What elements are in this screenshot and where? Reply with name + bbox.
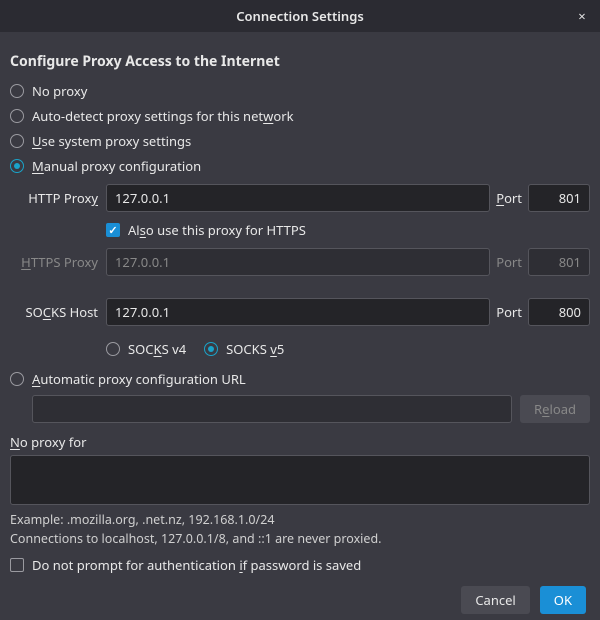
radio-icon xyxy=(10,159,24,173)
radio-label: Automatic proxy configuration URL xyxy=(32,370,246,388)
http-proxy-row: HTTP Proxy Port xyxy=(10,184,590,212)
ok-button[interactable]: OK xyxy=(540,586,586,614)
titlebar: Connection Settings × xyxy=(0,0,600,32)
socks-port-input[interactable] xyxy=(528,298,590,326)
auth-prompt-checkbox-row[interactable]: Do not prompt for authentication if pass… xyxy=(10,555,590,575)
window-title: Connection Settings xyxy=(236,7,364,25)
no-proxy-block: No proxy for Example: .mozilla.org, .net… xyxy=(10,433,590,547)
no-proxy-localhost-note: Connections to localhost, 127.0.0.1/8, a… xyxy=(10,530,590,547)
radio-icon xyxy=(10,84,24,98)
close-button[interactable]: × xyxy=(572,6,592,26)
checkbox-icon xyxy=(106,223,120,237)
radio-label: SOCKS v5 xyxy=(226,340,284,358)
radio-label: Auto-detect proxy settings for this netw… xyxy=(32,107,294,125)
radio-no-proxy[interactable]: No proxy xyxy=(10,81,590,101)
cancel-button[interactable]: Cancel xyxy=(461,586,529,614)
radio-icon xyxy=(10,109,24,123)
socks-version-group: SOCKS v4 SOCKS v5 xyxy=(106,334,590,364)
radio-system-proxy[interactable]: Use system proxy settings xyxy=(10,131,590,151)
radio-label: Manual proxy configuration xyxy=(32,157,201,175)
https-proxy-label: HTTPS Proxy xyxy=(10,253,100,271)
radio-icon xyxy=(204,342,218,356)
radio-icon xyxy=(106,342,120,356)
https-port-label: Port xyxy=(496,253,522,271)
pac-url-input xyxy=(32,395,512,423)
checkbox-icon xyxy=(10,558,24,572)
radio-icon xyxy=(10,372,24,386)
radio-manual-proxy[interactable]: Manual proxy configuration xyxy=(10,156,590,176)
section-heading: Configure Proxy Access to the Internet xyxy=(10,52,590,71)
radio-socks-v5[interactable]: SOCKS v5 xyxy=(204,339,284,359)
radio-label: SOCKS v4 xyxy=(128,340,186,358)
http-proxy-input[interactable] xyxy=(106,184,490,212)
no-proxy-input[interactable] xyxy=(10,455,590,505)
no-proxy-label: No proxy for xyxy=(10,433,590,451)
close-icon: × xyxy=(578,7,585,25)
no-proxy-example: Example: .mozilla.org, .net.nz, 192.168.… xyxy=(10,511,590,528)
socks-host-input[interactable] xyxy=(106,298,490,326)
radio-auto-detect[interactable]: Auto-detect proxy settings for this netw… xyxy=(10,106,590,126)
http-port-input[interactable] xyxy=(528,184,590,212)
checkbox-label: Also use this proxy for HTTPS xyxy=(128,221,306,239)
https-proxy-input xyxy=(106,248,490,276)
radio-socks-v4[interactable]: SOCKS v4 xyxy=(106,339,186,359)
dialog-footer: Cancel OK xyxy=(0,580,600,620)
content-area: Configure Proxy Access to the Internet N… xyxy=(0,32,600,580)
radio-icon xyxy=(10,134,24,148)
https-proxy-row: HTTPS Proxy Port xyxy=(10,248,590,276)
http-port-label: Port xyxy=(496,189,522,207)
reload-button: Reload xyxy=(520,395,590,423)
checkbox-label: Do not prompt for authentication if pass… xyxy=(32,556,361,574)
radio-label: Use system proxy settings xyxy=(32,132,191,150)
radio-label: No proxy xyxy=(32,82,87,100)
http-proxy-label: HTTP Proxy xyxy=(10,189,100,207)
radio-pac-url[interactable]: Automatic proxy configuration URL xyxy=(10,369,590,389)
socks-host-label: SOCKS Host xyxy=(10,303,100,321)
socks-host-row: SOCKS Host Port xyxy=(10,298,590,326)
https-port-input xyxy=(528,248,590,276)
socks-port-label: Port xyxy=(496,303,522,321)
manual-proxy-form: HTTP Proxy Port Also use this proxy for … xyxy=(10,184,590,364)
also-https-checkbox-row[interactable]: Also use this proxy for HTTPS xyxy=(106,220,590,240)
pac-url-row: Reload xyxy=(10,395,590,423)
